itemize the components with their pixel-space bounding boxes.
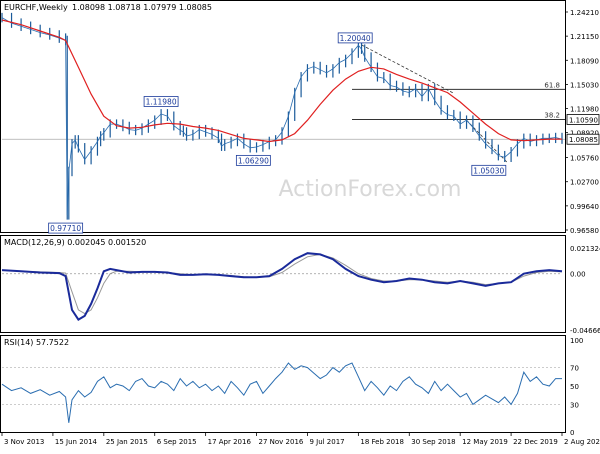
macd-y-tick-label: -0.046663 (570, 327, 600, 335)
price-label-text: 0.97710 (50, 224, 81, 233)
x-tick-label: 18 Feb 2018 (360, 438, 404, 446)
fib-level-label: 38.2 (544, 111, 560, 119)
rsi-y-tick-label: 0 (570, 429, 574, 437)
price-panel-frame (0, 0, 566, 233)
y-tick-label: 1.21150 (570, 33, 599, 41)
rsi-y-tick-label: 30 (570, 401, 579, 409)
rsi-y-tick-label: 70 (570, 365, 579, 373)
y-tick-label: 1.18090 (570, 57, 599, 65)
price-label-text: 1.11980 (146, 97, 177, 106)
y-tick-label: 1.05760 (570, 155, 599, 163)
x-tick-label: 30 Sep 2018 (411, 438, 455, 446)
x-tick-label: 6 Sep 2015 (157, 438, 197, 446)
price-label-text: 1.05030 (473, 166, 504, 175)
macd-y-tick-label: 0.00 (570, 271, 586, 279)
macd-line (1, 252, 563, 321)
price-label-box (143, 96, 179, 107)
current-price-text: 1.08085 (569, 136, 598, 144)
ohlc-header: 1.08098 1.08718 1.07979 1.08085 (72, 3, 212, 12)
level-price-box (566, 114, 600, 125)
rsi-panel-frame (0, 335, 566, 433)
price-label-box (235, 154, 271, 166)
y-tick-label: 1.24210 (570, 9, 599, 17)
price-label-box (471, 164, 507, 176)
y-tick-label: 1.11980 (570, 105, 599, 113)
x-tick-label: 22 Dec 2019 (513, 438, 558, 446)
x-tick-label: 3 Nov 2013 (4, 438, 44, 446)
y-tick-label: 1.15030 (570, 81, 599, 89)
trend-line-dashed (361, 44, 455, 94)
x-tick-label: 9 Jul 2017 (309, 438, 344, 446)
rsi-y-tick-label: 50 (570, 383, 579, 391)
y-tick-label: 1.02700 (570, 179, 599, 187)
price-panel-title: EURCHF,Weekly (4, 3, 68, 12)
level-price-text: 1.10590 (569, 116, 598, 124)
y-tick-label: 0.99640 (570, 203, 599, 211)
fib-level-label: 61.8 (544, 81, 560, 89)
x-tick-label: 27 Nov 2016 (259, 438, 304, 446)
price-label-text: 1.06290 (238, 156, 269, 165)
x-tick-label: 12 May 2019 (462, 438, 508, 446)
moving-average-line (1, 19, 562, 143)
current-price-box (566, 133, 600, 145)
rsi-y-tick-label: 100 (570, 337, 583, 345)
macd-panel-title: MACD(12,26,9) 0.002045 0.001520 (4, 238, 146, 247)
watermark-text: ActionForex.com (279, 177, 462, 202)
y-tick-label: 1.08920 (570, 130, 599, 138)
price-series-line (1, 17, 563, 215)
x-tick-label: 2 Aug 2020 (564, 438, 600, 446)
price-label-box (337, 32, 373, 44)
price-label-text: 1.20040 (340, 34, 371, 43)
rsi-line (1, 362, 562, 423)
macd-y-tick-label: 0.021324 (570, 245, 600, 253)
x-tick-label: 25 Jan 2015 (106, 438, 148, 446)
x-tick-label: 15 Jun 2014 (55, 438, 98, 446)
rsi-panel-title: RSI(14) 57.7522 (4, 338, 69, 347)
x-tick-label: 17 Apr 2016 (208, 438, 252, 446)
y-tick-label: 0.96580 (570, 227, 599, 235)
price-label-box (48, 222, 84, 234)
